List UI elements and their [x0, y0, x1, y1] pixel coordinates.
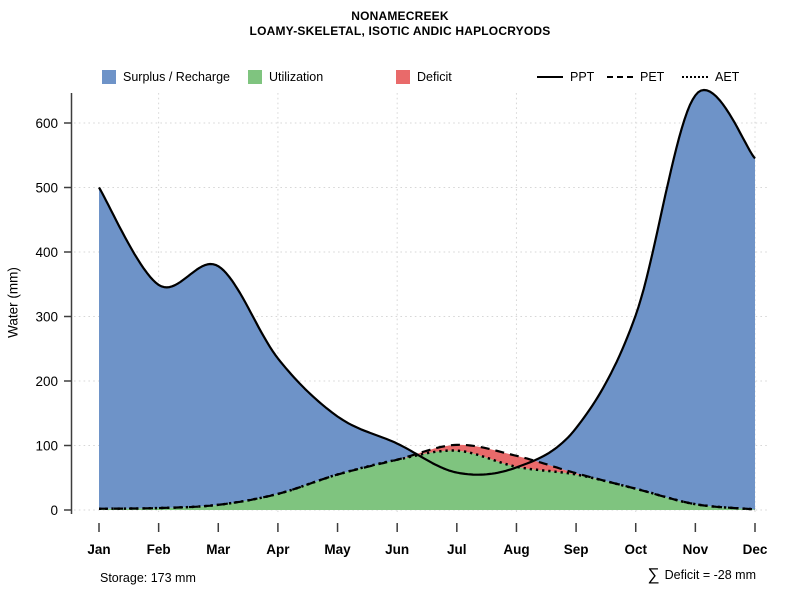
storage-annotation: Storage: 173 mm — [100, 571, 196, 585]
ppt-line-icon — [537, 76, 563, 78]
legend-label-deficit: Deficit — [417, 70, 452, 84]
legend-label-aet: AET — [715, 70, 740, 84]
aet-line-icon — [682, 76, 708, 78]
legend-label-utilization: Utilization — [269, 70, 324, 84]
x-tick-label: Mar — [206, 542, 231, 557]
legend-item-aet: AET — [682, 69, 739, 85]
legend-item-utilization: Utilization — [248, 69, 323, 85]
legend-label-surplus: Surplus / Recharge — [123, 70, 231, 84]
x-tick-label: Aug — [503, 542, 529, 557]
y-tick-label: 600 — [35, 116, 58, 131]
page-subtitle: LOAMY-SKELETAL, ISOTIC ANDIC HAPLOCRYODS — [249, 24, 551, 38]
y-axis-title: Water (mm) — [5, 267, 21, 338]
page-title: NONAMECREEK — [351, 9, 449, 23]
legend-item-deficit: Deficit — [396, 69, 452, 85]
deficit-annotation: ∑ Deficit = -28 mm — [648, 566, 756, 583]
legend-label-pet: PET — [640, 70, 665, 84]
x-tick-label: Dec — [743, 542, 768, 557]
x-tick-label: May — [324, 542, 351, 557]
utilization-swatch — [248, 70, 262, 84]
y-tick-label: 100 — [35, 438, 58, 453]
area-surplus-recharge — [99, 90, 755, 510]
x-tick-label: Jul — [447, 542, 467, 557]
legend-label-ppt: PPT — [570, 70, 595, 84]
deficit-swatch — [396, 70, 410, 84]
sigma-icon: ∑ — [647, 565, 660, 584]
legend-item-ppt: PPT — [537, 69, 594, 85]
surplus-swatch — [102, 70, 116, 84]
y-tick-label: 0 — [50, 503, 58, 518]
area-utilization — [99, 450, 755, 510]
x-tick-label: Sep — [564, 542, 589, 557]
line-aet — [99, 449, 756, 511]
x-tick-label: Jun — [385, 542, 409, 557]
x-tick-label: Nov — [683, 542, 709, 557]
pet-line-icon — [607, 76, 633, 78]
legend-item-pet: PET — [607, 69, 664, 85]
line-ppt — [98, 88, 756, 476]
y-tick-label: 400 — [35, 245, 58, 260]
y-tick-label: 200 — [35, 374, 58, 389]
y-tick-label: 500 — [35, 180, 58, 195]
x-tick-label: Apr — [266, 542, 290, 557]
x-tick-label: Feb — [147, 542, 171, 557]
y-tick-label: 300 — [35, 309, 58, 324]
x-tick-label: Oct — [624, 542, 647, 557]
x-tick-label: Jan — [87, 542, 110, 557]
legend-item-surplus: Surplus / Recharge — [102, 69, 230, 85]
deficit-annotation-text: Deficit = -28 mm — [664, 567, 756, 582]
